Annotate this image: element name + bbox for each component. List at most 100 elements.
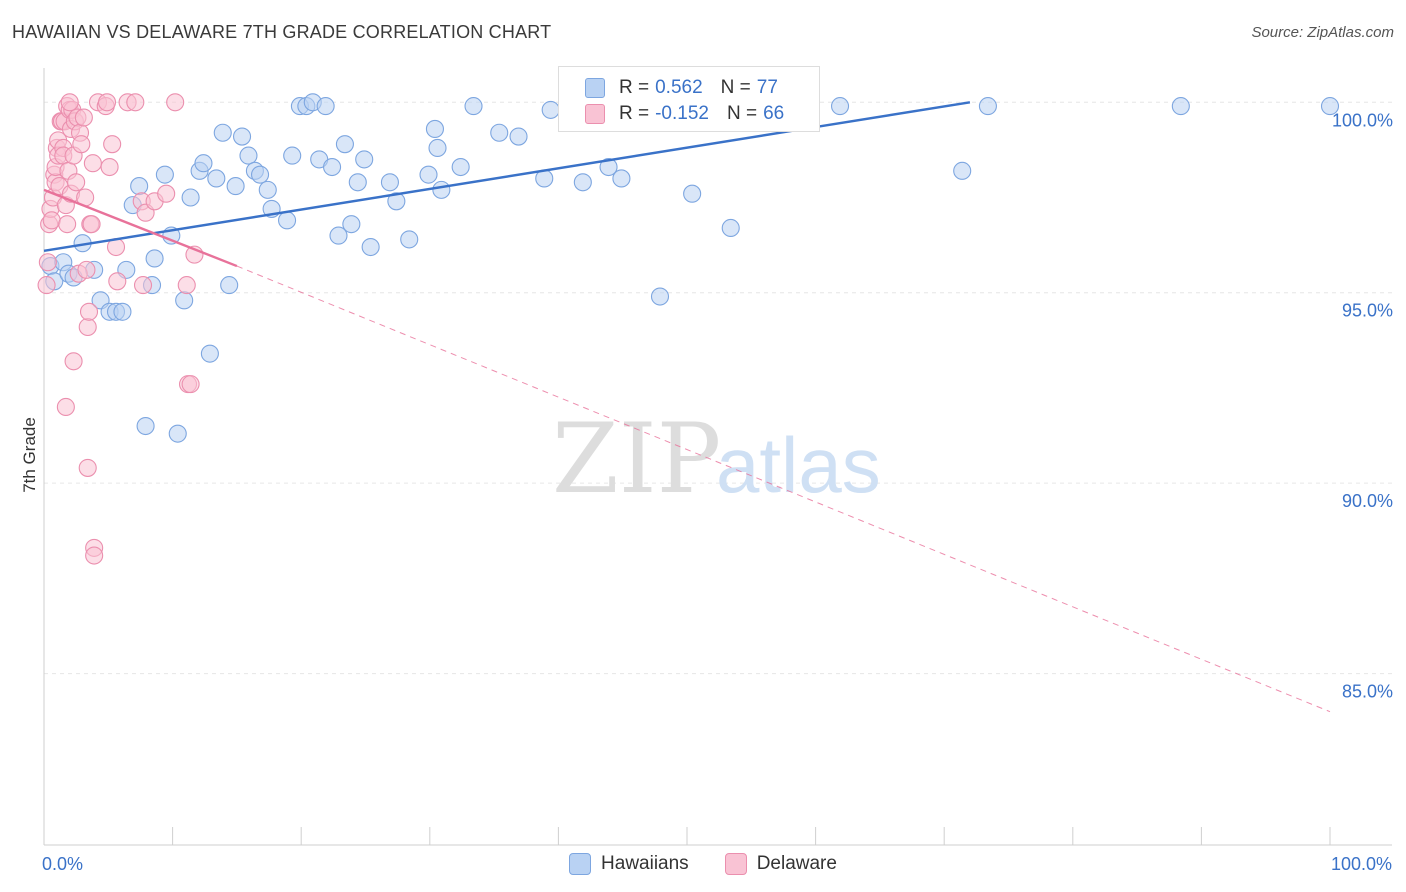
watermark-atlas: atlas bbox=[716, 421, 881, 509]
hawaiians-point bbox=[207, 169, 226, 188]
legend-n-label: N = bbox=[726, 103, 758, 124]
delaware-point bbox=[85, 546, 104, 565]
hawaiians-point bbox=[612, 169, 631, 188]
hawaiians-point bbox=[1320, 97, 1340, 116]
delaware-point bbox=[133, 276, 153, 295]
delaware-point bbox=[79, 302, 99, 321]
delaware-point bbox=[74, 108, 93, 127]
hawaiians-point bbox=[1171, 97, 1190, 116]
stats-legend: R = 0.562 N = 77 R = -0.152 N = 66 bbox=[558, 66, 820, 132]
legend-row-delaware: R = -0.152 N = 66 bbox=[585, 102, 784, 126]
legend-r-value-hawaiians: 0.562 bbox=[655, 77, 703, 98]
series-label-hawaiians: Hawaiians bbox=[601, 853, 689, 874]
delaware-point bbox=[58, 215, 77, 234]
delaware-point bbox=[82, 215, 101, 234]
hawaiians-point bbox=[490, 123, 509, 142]
delaware-point bbox=[157, 184, 176, 203]
hawaiians-point bbox=[220, 276, 239, 295]
delaware-point bbox=[103, 135, 122, 154]
hawaiians-point bbox=[145, 249, 164, 268]
hawaiians-point bbox=[380, 173, 399, 192]
hawaiians-point bbox=[451, 157, 470, 177]
y-tick-label: 85.0% bbox=[1342, 682, 1393, 702]
grid-layer bbox=[44, 101, 1392, 675]
legend-swatch-hawaiians bbox=[585, 78, 605, 98]
hawaiians-point bbox=[650, 287, 670, 306]
delaware-point bbox=[83, 154, 102, 173]
delaware-point bbox=[166, 93, 185, 112]
legend-r-label: R = bbox=[619, 103, 650, 124]
legend-r-label: R = bbox=[619, 77, 650, 98]
source-credit: Source: ZipAtlas.com bbox=[1251, 24, 1394, 41]
hawaiians-point bbox=[258, 180, 277, 199]
series-legend-delaware[interactable]: Delaware bbox=[724, 853, 837, 875]
series-legend-hawaiians[interactable]: Hawaiians bbox=[569, 853, 689, 875]
hawaiians-point bbox=[323, 157, 342, 177]
hawaiians-point bbox=[130, 177, 149, 196]
legend-n-value-delaware: 66 bbox=[763, 103, 785, 124]
hawaiians-point bbox=[329, 226, 348, 245]
hawaiians-point bbox=[232, 127, 252, 146]
series-label-delaware: Delaware bbox=[756, 853, 837, 874]
hawaiians-point bbox=[419, 165, 438, 184]
delaware-point bbox=[37, 276, 56, 295]
hawaiians-point bbox=[250, 165, 270, 184]
axis-layer: 100.0% 95.0% 90.0% 85.0% 0.0% 100.0% bbox=[42, 68, 1393, 874]
delaware-point bbox=[126, 93, 145, 112]
delaware-point bbox=[100, 157, 119, 177]
series-swatch-hawaiians bbox=[569, 853, 592, 875]
delaware-trend-line bbox=[43, 188, 238, 268]
hawaiians-point bbox=[226, 177, 245, 196]
hawaiians-point bbox=[400, 230, 419, 249]
hawaiians-point bbox=[541, 100, 560, 119]
delaware-point bbox=[56, 397, 75, 417]
hawaiians-point bbox=[168, 424, 187, 443]
hawaiians-point bbox=[425, 119, 444, 138]
delaware-point bbox=[181, 375, 200, 394]
y-tick-label: 90.0% bbox=[1342, 491, 1393, 511]
hawaiians-point bbox=[428, 138, 447, 158]
hawaiians-point bbox=[316, 97, 335, 116]
hawaiians-point bbox=[432, 180, 451, 199]
hawaiians-point bbox=[953, 161, 972, 180]
delaware-point bbox=[38, 253, 57, 272]
watermark-zip: ZIP bbox=[552, 403, 721, 515]
delaware-point bbox=[67, 173, 86, 192]
hawaiians-point bbox=[721, 218, 740, 238]
delaware-point bbox=[108, 272, 127, 291]
legend-row-hawaiians: R = 0.562 N = 77 bbox=[585, 76, 778, 100]
series-swatch-delaware bbox=[724, 853, 747, 875]
hawaiians-point bbox=[239, 146, 258, 165]
delaware-point bbox=[177, 276, 196, 295]
delaware-point bbox=[72, 135, 91, 154]
hawaiians-point bbox=[200, 344, 219, 363]
delaware-point bbox=[42, 211, 61, 230]
hawaiians-point bbox=[213, 123, 232, 142]
x-tick-label: 0.0% bbox=[42, 854, 83, 874]
delaware-point bbox=[77, 260, 96, 279]
hawaiians-point bbox=[509, 127, 528, 146]
hawaiians-point bbox=[181, 188, 200, 207]
hawaiians-point bbox=[348, 173, 367, 192]
legend-swatch-delaware bbox=[585, 104, 605, 124]
hawaiians-point bbox=[342, 215, 361, 234]
hawaiians-point bbox=[175, 291, 194, 310]
delaware-point bbox=[97, 93, 117, 112]
series-legend: Hawaiians Delaware bbox=[0, 851, 1406, 877]
hawaiians-trend-line bbox=[43, 101, 971, 253]
hawaiians-point bbox=[361, 237, 380, 257]
legend-r-value-delaware: -0.152 bbox=[655, 103, 709, 124]
hawaiians-point bbox=[355, 150, 374, 169]
hawaiians-point bbox=[113, 302, 132, 321]
hawaiians-point bbox=[683, 184, 702, 203]
hawaiians-point bbox=[283, 146, 302, 165]
delaware-point bbox=[78, 458, 97, 477]
legend-n-value-hawaiians: 77 bbox=[756, 77, 778, 98]
y-axis-label: 7th Grade bbox=[20, 417, 39, 493]
chart-title: HAWAIIAN VS DELAWARE 7TH GRADE CORRELATI… bbox=[12, 22, 552, 42]
hawaiians-point bbox=[387, 192, 406, 211]
hawaiians-point bbox=[136, 416, 155, 436]
delaware-point bbox=[60, 93, 79, 112]
hawaiians-point bbox=[978, 97, 997, 116]
